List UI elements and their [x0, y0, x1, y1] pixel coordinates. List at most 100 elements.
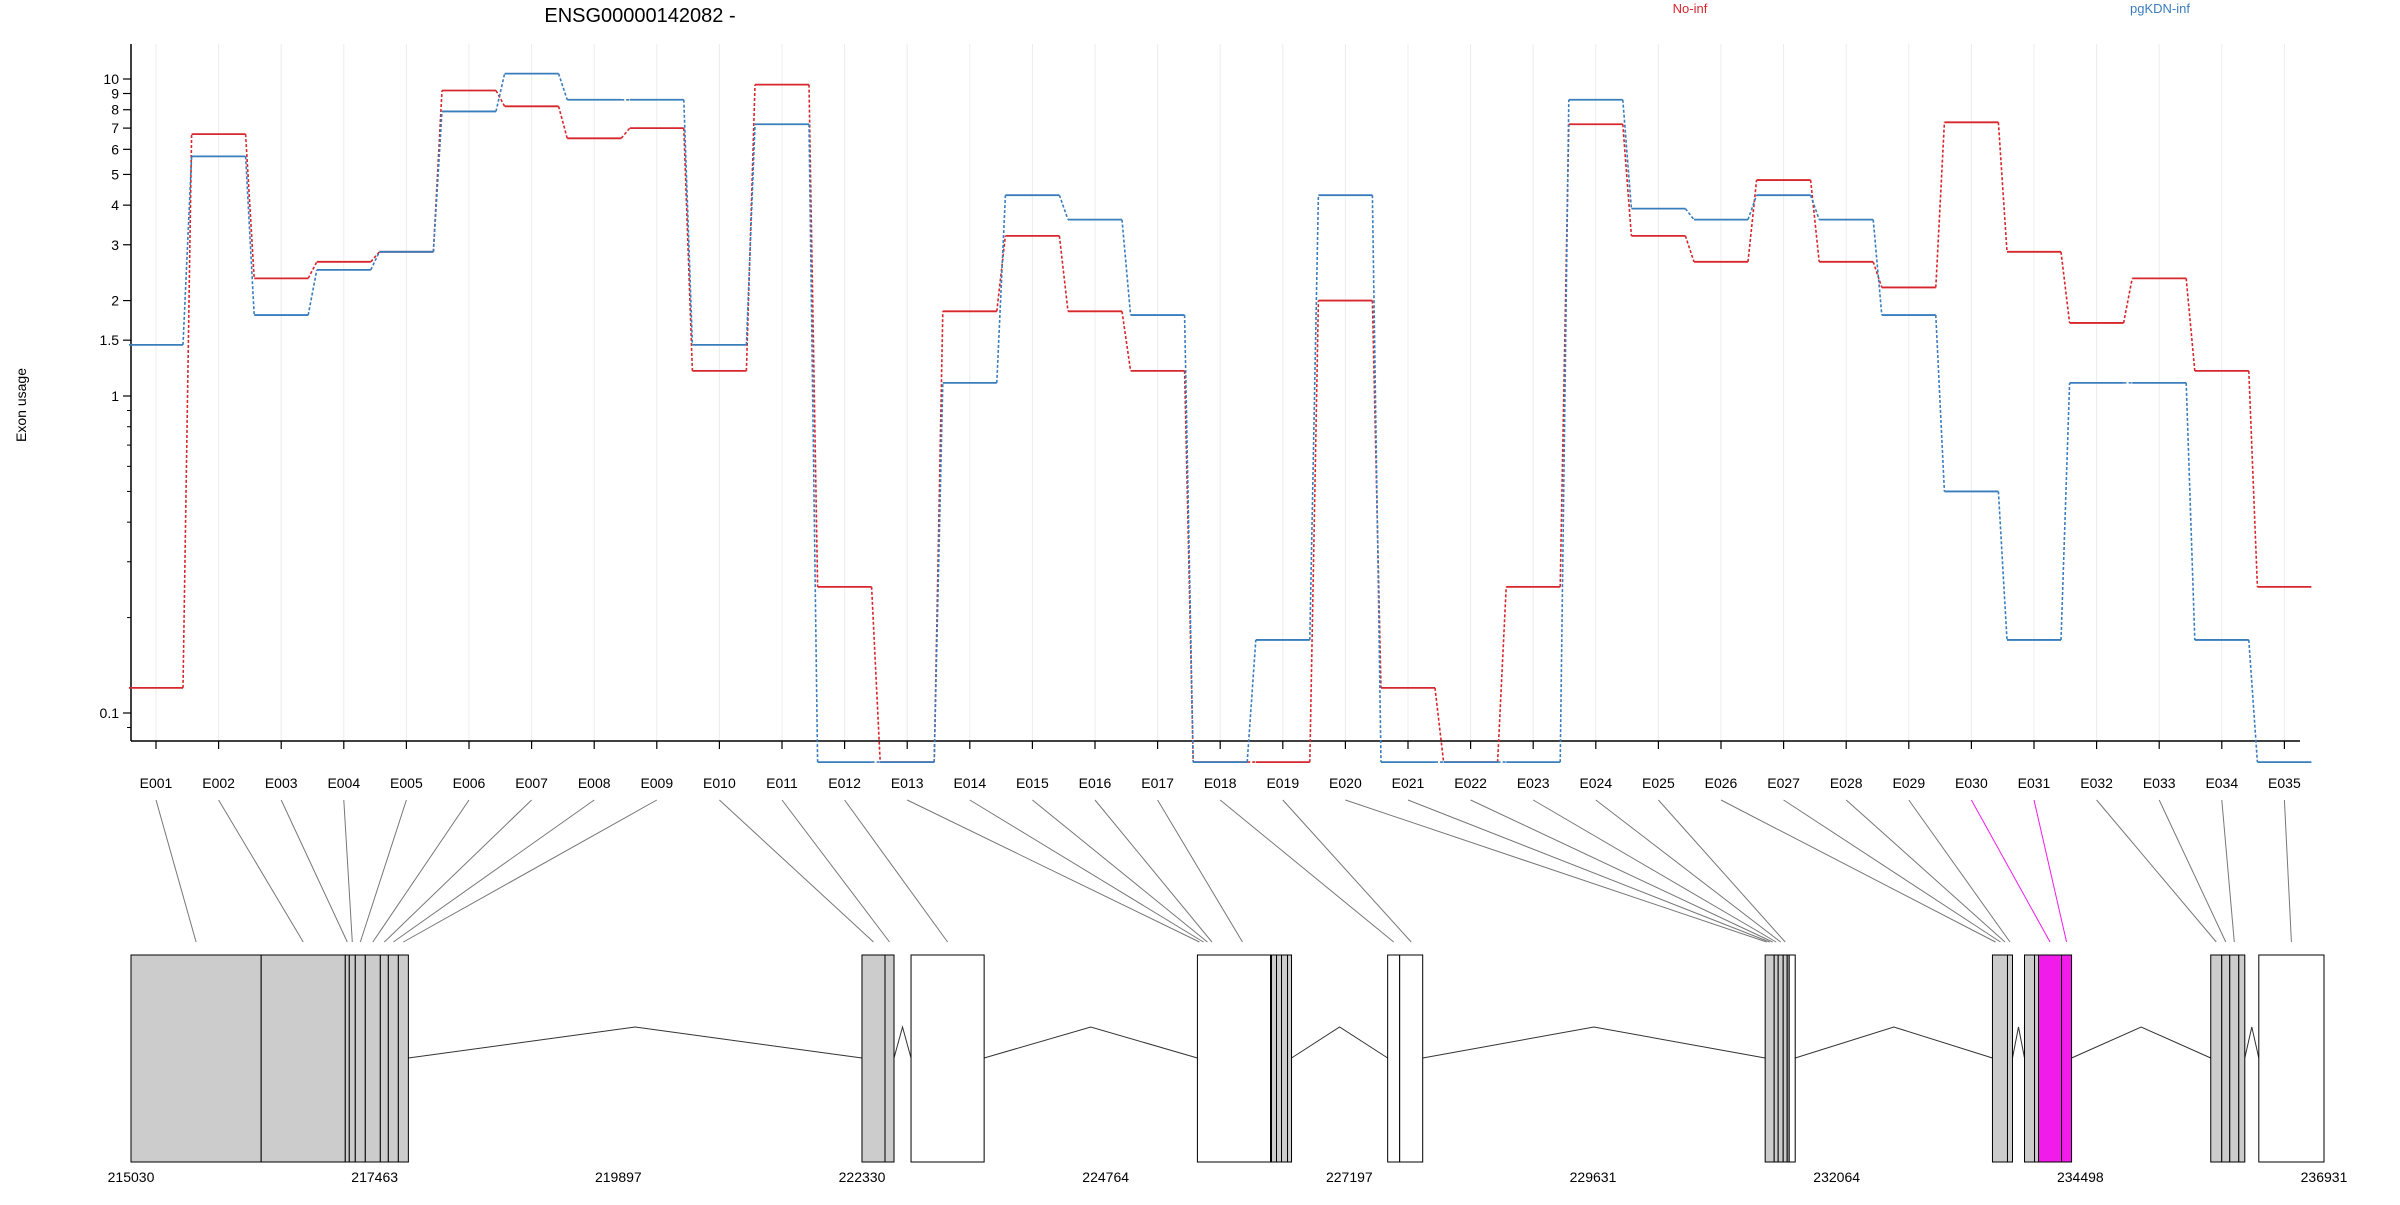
y-tick-label: 10 [103, 71, 119, 87]
series-pgkdn-inf [129, 72, 2312, 764]
y-tick-label: 1.5 [100, 332, 120, 348]
x-tick-label-e001: E001 [140, 775, 173, 791]
connector-e014 [969, 799, 1204, 943]
series-connector [1935, 122, 1946, 288]
x-tick-label-e005: E005 [390, 775, 423, 791]
x-tick-label-e034: E034 [2205, 775, 2238, 791]
x-tick-label-e012: E012 [828, 775, 861, 791]
series-connector [1058, 235, 1069, 312]
series-connector [307, 269, 318, 316]
series-connector [1747, 179, 1758, 262]
series-connector [1559, 124, 1570, 587]
connector-e007 [383, 799, 532, 943]
intron-line [408, 1026, 863, 1059]
genomic-tick-label: 215030 [108, 1169, 155, 1185]
connector-e009 [403, 799, 658, 943]
connector-e008 [393, 799, 595, 943]
connector-e025 [1658, 799, 1786, 943]
x-tick-label-e029: E029 [1892, 775, 1925, 791]
x-tick-label-e011: E011 [766, 775, 798, 791]
connector-e030 [1970, 799, 2051, 943]
exon-box [364, 954, 381, 1163]
series-connector [1809, 194, 1820, 220]
exon-box [387, 954, 399, 1163]
legend-entry-pgkdn-inf: pgKDN-inf [2130, 1, 2190, 16]
x-tick-label-e004: E004 [327, 775, 360, 791]
connector-e021 [1407, 799, 1770, 943]
series-connector [244, 156, 255, 316]
genomic-tick-label: 222330 [839, 1169, 886, 1185]
exon-box [910, 954, 985, 1163]
series-connector [1058, 194, 1069, 220]
x-tick-label-e017: E017 [1141, 775, 1174, 791]
series-connector [933, 382, 944, 763]
series-connector [1371, 300, 1382, 688]
x-tick-label-e030: E030 [1955, 775, 1988, 791]
exon-box [1777, 954, 1784, 1163]
series-connector [1496, 586, 1507, 763]
series-connector [557, 73, 568, 101]
y-tick-label: 8 [111, 102, 119, 118]
x-tick-label-e023: E023 [1517, 775, 1550, 791]
x-tick-label-e018: E018 [1204, 775, 1237, 791]
y-tick-label: 6 [111, 141, 119, 157]
x-tick-label-e028: E028 [1830, 775, 1863, 791]
exon-box [884, 954, 895, 1163]
genomic-tick-label: 219897 [595, 1169, 642, 1185]
series-connector [1747, 194, 1758, 220]
exon-box [2006, 954, 2013, 1163]
x-tick-label-e009: E009 [640, 775, 673, 791]
x-tick-label-e027: E027 [1767, 775, 1800, 791]
connector-e028 [1845, 799, 2006, 943]
exon-box [1281, 954, 1289, 1163]
y-tick-label: 4 [111, 197, 119, 213]
connector-e001 [155, 799, 197, 943]
exon-box [2229, 954, 2240, 1163]
series-connector [307, 261, 318, 279]
connector-e010 [719, 799, 874, 943]
connector-e011 [781, 799, 890, 943]
series-connector [1809, 179, 1820, 262]
connector-e015 [1032, 799, 1208, 943]
y-tick-label: 2 [111, 293, 119, 309]
series-connector [620, 127, 631, 139]
series-layer [129, 72, 2312, 764]
connector-e013 [906, 799, 1200, 943]
exon-box [2238, 954, 2246, 1163]
exon-box [1764, 954, 1775, 1163]
y-tick-label: 5 [111, 166, 119, 182]
genomic-axis: 215030 217463 219897 222330 224764 227197 2296… [108, 1169, 2348, 1185]
x-tick-label-e019: E019 [1266, 775, 1299, 791]
x-tick-label-e031: E031 [2018, 775, 2051, 791]
series-connector [1622, 124, 1633, 236]
connector-e005 [359, 799, 407, 943]
gene-model [130, 954, 2325, 1163]
exon-box [2221, 954, 2231, 1163]
series-connector [2185, 382, 2196, 640]
intron-line [893, 1025, 912, 1059]
exon-box [2210, 954, 2223, 1163]
exon-box [1271, 954, 1278, 1163]
connector-e026 [1720, 799, 1996, 943]
x-tick-label-e024: E024 [1579, 775, 1612, 791]
connector-e002 [218, 799, 304, 943]
connector-e004 [343, 799, 353, 943]
series-connector [1935, 315, 1946, 492]
connector-e035 [2283, 799, 2292, 943]
x-tick-label-e002: E002 [202, 775, 235, 791]
exon-box [861, 954, 886, 1163]
connector-e029 [1908, 799, 2011, 943]
exon-box [260, 954, 346, 1163]
series-connector [1622, 99, 1633, 209]
connector-e016 [1094, 799, 1213, 943]
intron-line [1795, 1026, 1993, 1059]
x-tick-label-e026: E026 [1705, 775, 1738, 791]
x-tick-label-e007: E007 [515, 775, 548, 791]
series-connector [2060, 382, 2071, 640]
series-connector [1997, 491, 2008, 640]
connector-e027 [1783, 799, 2001, 943]
series-connector [1559, 99, 1570, 763]
x-tick-label-e035: E035 [2268, 775, 2301, 791]
x-tick-label-e025: E025 [1642, 775, 1675, 791]
